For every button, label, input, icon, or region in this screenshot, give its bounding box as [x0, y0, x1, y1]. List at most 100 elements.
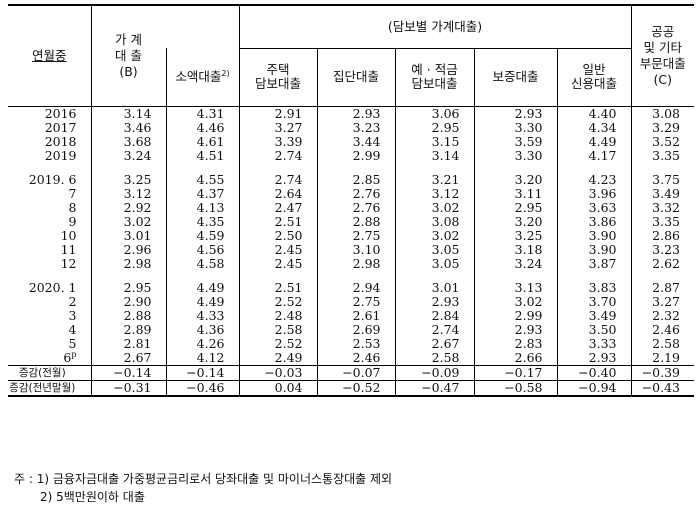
value-cell: 3.50	[556, 323, 631, 337]
row-label-text: 8	[68, 200, 77, 215]
value-cell: 2.45	[238, 243, 317, 257]
row-label: 11	[8, 243, 91, 257]
value-cell: 3.11	[473, 187, 557, 201]
value-cell: 2.75	[316, 229, 395, 243]
row-label: 7	[8, 187, 91, 201]
row-label-text: 2019	[44, 148, 77, 163]
value-cell: 2.94	[316, 281, 395, 295]
value-cell: −0.94	[556, 380, 631, 397]
row-label-text: 5	[68, 336, 77, 351]
row-label: 증감(전월)	[8, 365, 91, 381]
value-cell: 2.95	[90, 281, 166, 295]
header-spacer	[166, 4, 239, 48]
small-loan-header: 소액대출2)	[165, 48, 239, 107]
value-cell: 2.45	[238, 257, 317, 271]
value-cell: −0.03	[238, 365, 317, 381]
table-row: 3 2.88 4.33 2.48 2.61 2.84 2.99 3.49 2.32	[8, 309, 694, 323]
table-row: 10 3.01 4.59 2.50 2.75 3.02 3.25 3.90 2.86	[8, 229, 694, 243]
value-cell: 4.61	[165, 135, 239, 149]
table-row: 2 2.90 4.49 2.52 2.75 2.93 3.02 3.70 3.27	[8, 295, 694, 309]
footnote-1-text: 1) 금융자금대출 가중평균금리로서 당좌대출 및 마이너스통장대출 제외	[36, 472, 393, 486]
row-gap	[8, 271, 694, 281]
table-row: 7 3.12 4.37 2.64 2.76 3.12 3.11 3.96 3.49	[8, 187, 694, 201]
value-cell: 2.69	[316, 323, 395, 337]
value-cell: 2.90	[90, 295, 166, 309]
value-cell: 4.46	[165, 121, 239, 135]
value-cell: 2.75	[316, 295, 395, 309]
value-cell: 3.12	[90, 187, 166, 201]
row-label-text: 증감(전월)	[18, 367, 66, 379]
value-cell: 2.99	[316, 149, 395, 163]
value-cell: 3.90	[556, 229, 631, 243]
value-cell: 2.76	[316, 187, 395, 201]
value-cell: 3.20	[473, 215, 557, 229]
table-row: 8 2.92 4.13 2.47 2.76 3.02 2.95 3.63 3.32	[8, 201, 694, 215]
row-label: 2019. 6	[8, 173, 91, 187]
value-cell: 2.67	[394, 337, 474, 351]
value-cell: 2.85	[316, 173, 395, 187]
guarantee-header: 보증대출	[473, 48, 557, 107]
value-cell: 2.81	[90, 337, 166, 351]
table-row: 5 2.81 4.26 2.52 2.53 2.67 2.83 3.33 2.58	[8, 337, 694, 351]
value-cell: 3.01	[394, 281, 474, 295]
value-cell: 2.53	[316, 337, 395, 351]
value-cell: 3.52	[630, 135, 694, 149]
value-cell: 2.47	[238, 201, 317, 215]
value-cell: 3.15	[394, 135, 474, 149]
value-cell: 2.93	[473, 323, 557, 337]
value-cell: 3.27	[630, 295, 694, 309]
table-row: 2018 3.68 4.61 3.39 3.44 3.15 3.59 4.49 3.52	[8, 135, 694, 149]
row-label-text: 2016	[44, 106, 77, 121]
value-cell: 3.02	[473, 295, 557, 309]
general-credit-header: 일반 신용대출	[556, 48, 631, 107]
row-label-text: 2	[68, 294, 77, 309]
value-cell: 2.87	[630, 281, 694, 295]
value-cell: −0.47	[394, 380, 474, 397]
value-cell: 3.68	[90, 135, 166, 149]
row-label-text: 2017	[44, 120, 77, 135]
value-cell: 3.32	[630, 201, 694, 215]
value-cell: 4.58	[165, 257, 239, 271]
value-cell: 3.08	[630, 106, 694, 121]
row-label: 8	[8, 201, 91, 215]
value-cell: 3.35	[630, 215, 694, 229]
row-label: 3	[8, 309, 91, 323]
value-cell: 4.23	[556, 173, 631, 187]
value-cell: 2.74	[394, 323, 474, 337]
value-cell: 3.44	[316, 135, 395, 149]
value-cell: −0.58	[473, 380, 557, 397]
table-row: 4 2.89 4.36 2.58 2.69 2.74 2.93 3.50 2.46	[8, 323, 694, 337]
collateral-group-header: (담보별 가계대출)	[238, 4, 631, 49]
value-cell: 3.83	[556, 281, 631, 295]
value-cell: −0.14	[165, 365, 239, 381]
value-cell: 2.67	[90, 351, 166, 366]
value-cell: −0.43	[630, 380, 694, 397]
value-cell: 2.95	[473, 201, 557, 215]
value-cell: 3.05	[394, 257, 474, 271]
value-cell: 3.23	[630, 243, 694, 257]
value-cell: 2.76	[316, 201, 395, 215]
value-cell: 3.59	[473, 135, 557, 149]
value-cell: 3.49	[556, 309, 631, 323]
value-cell: 3.70	[556, 295, 631, 309]
value-cell: −0.09	[394, 365, 474, 381]
household-loan-header: 가 계 대 출 (B)	[90, 4, 166, 107]
value-cell: 4.49	[165, 281, 239, 295]
value-cell: 3.02	[90, 215, 166, 229]
value-cell: 3.13	[473, 281, 557, 295]
value-cell: 2.52	[238, 337, 317, 351]
deposit-secured-header: 예 · 적금 담보대출	[394, 48, 474, 107]
row-label-text: 10	[60, 228, 77, 243]
row-label-text: 7	[68, 186, 77, 201]
value-cell: 2.32	[630, 309, 694, 323]
value-cell: −0.52	[316, 380, 395, 397]
row-label: 2018	[8, 135, 91, 149]
footnote-1: 주 : 1) 금융자금대출 가중평균금리로서 당좌대출 및 마이너스통장대출 제…	[14, 470, 392, 488]
value-cell: 3.75	[630, 173, 694, 187]
value-cell: 3.96	[556, 187, 631, 201]
table-row: 증감(전월) −0.14 −0.14 −0.03 −0.07 −0.09 −0.17 −0.4…	[8, 365, 694, 381]
row-label: 2016	[8, 107, 91, 122]
value-cell: 2.61	[316, 309, 395, 323]
value-cell: 2.58	[630, 337, 694, 351]
value-cell: 2.74	[238, 173, 317, 187]
